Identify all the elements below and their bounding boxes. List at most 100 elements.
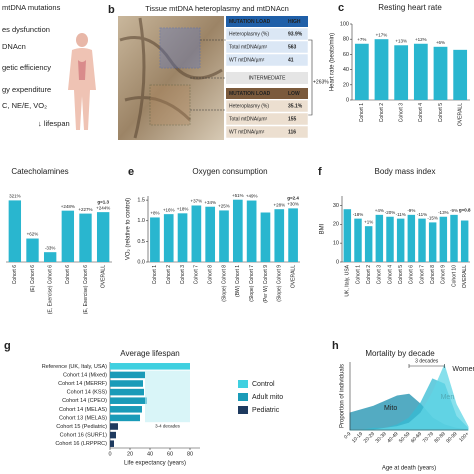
x-tick-label: Cohort 8 bbox=[208, 265, 214, 284]
y-tick-label: 40 bbox=[343, 67, 349, 73]
x-tick-label: Cohort 1 bbox=[355, 265, 361, 284]
bar bbox=[219, 210, 229, 262]
bar bbox=[343, 209, 352, 262]
table-cell: WT mtDNA/µm² bbox=[229, 57, 265, 63]
x-tick-label: 20-29 bbox=[363, 431, 376, 444]
x-tick-label: OVERALL bbox=[100, 265, 106, 288]
data-annotation: +6% bbox=[436, 40, 445, 45]
y-tick-label: 100 bbox=[340, 21, 349, 27]
x-tick-label: Cohort 1 bbox=[359, 103, 365, 122]
annotation: 3 decades bbox=[415, 358, 439, 364]
x-tick-label: (E, Exercise) Cohort 6 bbox=[47, 265, 53, 314]
data-annotation: +30% bbox=[287, 202, 299, 207]
low-region bbox=[149, 84, 191, 126]
data-annotation: +28% bbox=[273, 202, 285, 207]
bar bbox=[110, 414, 140, 422]
x-tick-label: 100+ bbox=[458, 431, 470, 443]
x-tick-label: OVERALL bbox=[290, 265, 296, 288]
x-tick-label: 0-9 bbox=[343, 431, 353, 441]
chart-title: Mortality by decade bbox=[365, 349, 435, 358]
panel-letter: b bbox=[108, 4, 115, 16]
x-tick-label: Cohort 7 bbox=[419, 265, 425, 284]
change-label: +263% bbox=[313, 79, 329, 85]
series-label: Women bbox=[452, 366, 474, 373]
effect-size: g=0.8 bbox=[459, 208, 471, 213]
bar bbox=[110, 440, 114, 447]
y-tick-label: 1.0 bbox=[137, 218, 145, 224]
bar bbox=[205, 206, 216, 262]
bar bbox=[110, 423, 118, 430]
bar bbox=[110, 406, 142, 413]
y-tick-label: 20 bbox=[343, 82, 349, 88]
y-axis-label: BMI bbox=[320, 223, 326, 234]
x-tick-label: Cohort 2 bbox=[166, 265, 172, 284]
bar bbox=[374, 39, 389, 100]
bar bbox=[288, 208, 298, 262]
y-tick-label: 30 bbox=[333, 203, 339, 209]
bar bbox=[453, 49, 468, 100]
panel-letter: c bbox=[338, 2, 344, 14]
x-tick-label: Cohort 2 bbox=[379, 103, 385, 122]
bar bbox=[394, 45, 409, 100]
bar bbox=[232, 199, 243, 262]
data-annotation: 321% bbox=[9, 194, 21, 199]
x-tick-label: 50-59 bbox=[398, 431, 411, 444]
bar bbox=[110, 431, 116, 439]
data-annotation: +4% bbox=[375, 208, 384, 213]
bar bbox=[43, 252, 57, 262]
x-tick-label: 10-19 bbox=[351, 431, 364, 444]
bar bbox=[79, 213, 92, 262]
x-tick-label: Cohort 9 bbox=[441, 265, 447, 284]
table-cell: Heteroplasmy (%) bbox=[229, 103, 269, 109]
bar bbox=[375, 214, 384, 262]
x-tick-label: 70-79 bbox=[422, 431, 435, 444]
diagram-line: getic efficiency bbox=[2, 63, 51, 72]
x-tick-label: 80 bbox=[187, 451, 193, 457]
table-cell: 41 bbox=[288, 57, 294, 63]
x-tick-label: Cohort 1 bbox=[152, 265, 158, 284]
data-annotation: -9% bbox=[407, 208, 415, 213]
bracket bbox=[308, 39, 313, 116]
tissue-texture bbox=[119, 17, 223, 139]
bar bbox=[8, 200, 22, 262]
bar bbox=[260, 212, 271, 262]
bar bbox=[407, 214, 416, 262]
table-row bbox=[225, 112, 309, 126]
panel-letter: f bbox=[318, 166, 322, 178]
data-annotation: -20% bbox=[385, 210, 396, 215]
bar bbox=[428, 222, 437, 262]
x-tick-label: Cohort 10 bbox=[451, 265, 457, 287]
chart-title: Resting heart rate bbox=[378, 3, 442, 12]
y-tick-label: 0.0 bbox=[137, 259, 145, 265]
bar bbox=[354, 43, 369, 100]
y-tick-label: Reference (UK, Italy, USA) bbox=[42, 364, 107, 370]
bar bbox=[110, 371, 145, 379]
chart-title: Catecholamines bbox=[11, 167, 68, 176]
x-tick-label: Cohort 7 bbox=[194, 265, 200, 284]
y-tick-label: 60 bbox=[343, 52, 349, 58]
panel-letter: g bbox=[4, 340, 11, 352]
legend-swatch bbox=[238, 393, 248, 401]
data-annotation: +62% bbox=[27, 232, 39, 237]
bar bbox=[163, 214, 174, 262]
data-annotation: +244% bbox=[96, 205, 110, 210]
data-annotation: +1% bbox=[364, 219, 373, 224]
table-row bbox=[225, 99, 309, 113]
connector bbox=[190, 39, 226, 111]
x-tick-label: (Slope) Cohort 7 bbox=[249, 265, 255, 302]
intermediate-box bbox=[226, 72, 308, 84]
data-annotation: +12% bbox=[415, 37, 427, 42]
x-tick-label: 80-89 bbox=[433, 431, 446, 444]
y-tick-label: 20 bbox=[333, 222, 339, 228]
y-axis-label: Heart rate (beats/min) bbox=[330, 33, 336, 91]
x-tick-label: 90-99 bbox=[445, 431, 458, 444]
data-annotation: +17% bbox=[376, 32, 388, 37]
bar bbox=[110, 397, 147, 404]
x-tick-label: (BW) Cohort 1 bbox=[235, 265, 241, 297]
table-header-cell: LOW bbox=[288, 91, 300, 97]
y-axis-label: VO₂ (relative to control) bbox=[126, 198, 132, 260]
x-tick-label: 20 bbox=[127, 451, 133, 457]
x-tick-label: Cohort 6 bbox=[65, 265, 71, 284]
data-annotation: -11% bbox=[396, 212, 406, 217]
data-annotation: +37% bbox=[191, 199, 203, 204]
